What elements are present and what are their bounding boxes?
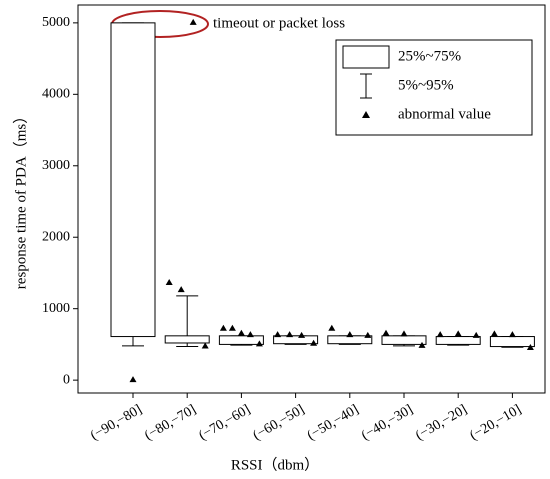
x-tick-label: (−90,−80]	[88, 402, 145, 443]
outlier	[364, 331, 372, 338]
box	[164, 335, 210, 344]
outlier	[454, 330, 462, 337]
outlier	[526, 343, 534, 350]
outlier	[255, 340, 263, 347]
outlier	[436, 331, 444, 338]
box	[110, 22, 156, 338]
legend-label: abnormal value	[398, 106, 491, 122]
box	[218, 335, 264, 345]
outlier	[219, 324, 227, 331]
x-tick-label: (−40,−30]	[359, 402, 416, 443]
y-tick-label: 5000	[42, 15, 70, 30]
y-tick-label: 3000	[42, 158, 70, 173]
x-tick-label: (−30,−20]	[413, 402, 470, 443]
box	[273, 335, 319, 345]
outlier	[177, 286, 185, 293]
outlier	[189, 18, 197, 25]
y-tick-label: 2000	[42, 229, 70, 244]
outlier	[298, 331, 306, 338]
x-tick-label: (−20,−10]	[467, 402, 524, 443]
outlier	[237, 329, 245, 336]
x-axis-label: RSSI（dbm）	[231, 456, 319, 473]
box	[489, 336, 535, 348]
outlier	[472, 331, 480, 338]
legend-label: 25%~75%	[398, 48, 461, 64]
y-axis-label: response time of PDA（ms）	[12, 109, 29, 289]
x-tick-label: (−50,−40]	[305, 402, 362, 443]
outlier	[201, 342, 209, 349]
plot-frame	[77, 4, 546, 394]
outlier	[382, 329, 390, 336]
x-tick-label: (−80,−70]	[142, 402, 199, 443]
outlier	[310, 339, 318, 346]
outlier	[328, 324, 336, 331]
outlier	[286, 331, 294, 338]
legend-box-symbol	[342, 45, 390, 69]
box	[381, 335, 427, 345]
outlier	[274, 331, 282, 338]
legend-label: 5%~95%	[398, 77, 454, 93]
outlier	[508, 331, 516, 338]
outlier	[418, 341, 426, 348]
legend-whisker-symbol	[360, 73, 372, 99]
box	[435, 336, 481, 345]
outlier	[346, 331, 354, 338]
x-tick-label: (−70,−60]	[196, 402, 253, 443]
outlier	[490, 330, 498, 337]
annotation: timeout or packet loss	[213, 15, 345, 31]
x-tick-label: (−60,−50]	[251, 402, 308, 443]
y-tick-label: 0	[63, 372, 70, 387]
y-tick-label: 1000	[42, 301, 70, 316]
y-tick-label: 4000	[42, 87, 70, 102]
legend-outlier-symbol	[362, 111, 370, 118]
outlier	[165, 278, 173, 285]
outlier	[228, 324, 236, 331]
outlier	[246, 331, 254, 338]
outlier	[400, 330, 408, 337]
outlier	[129, 376, 137, 383]
